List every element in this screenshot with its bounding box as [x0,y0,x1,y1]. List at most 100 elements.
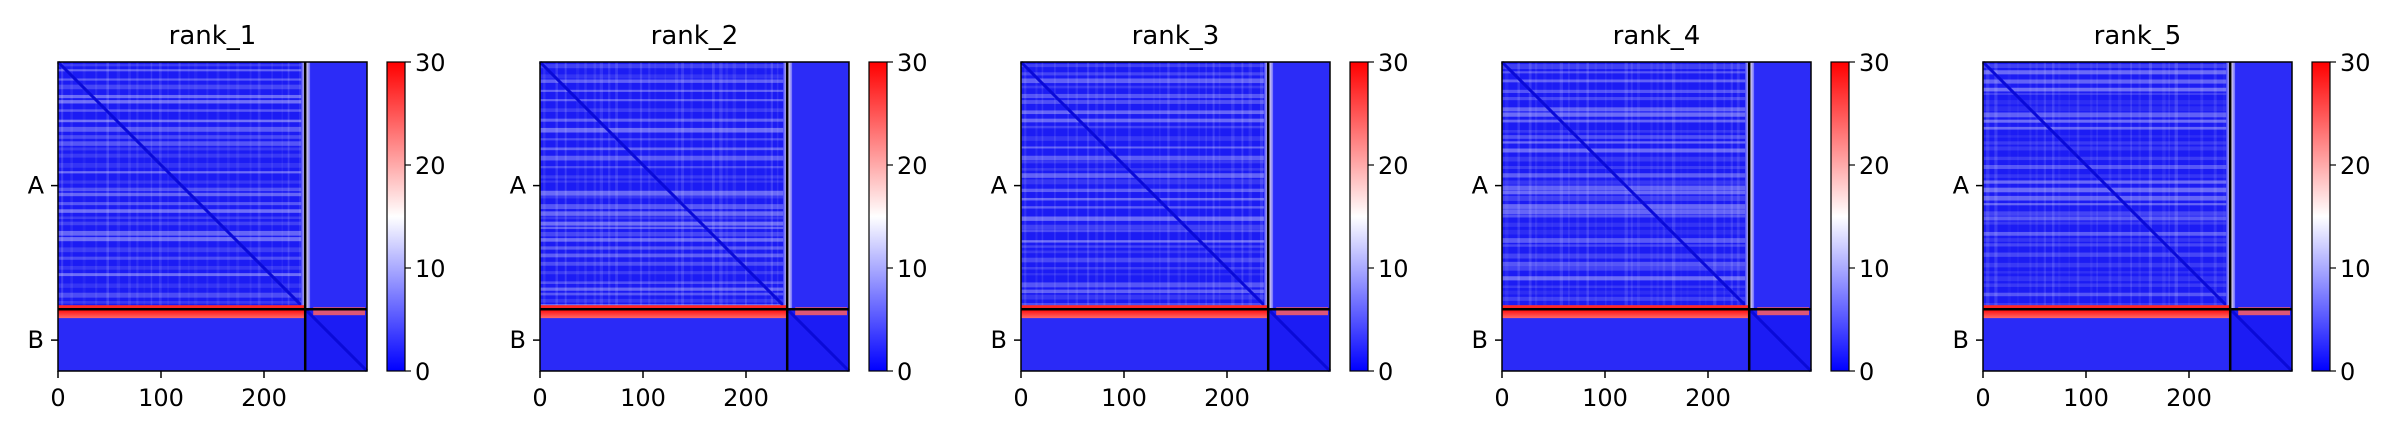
heatmap-row-band [540,287,788,291]
heatmap-col-band [1024,62,1027,310]
heatmap-row-band [1502,209,1750,214]
heatmap-row-band [1502,79,1750,83]
heatmap-col-band [249,62,252,310]
heatmap-high-error-row [540,305,788,319]
heatmap-row-band [540,89,788,92]
heatmap-col-band [1671,62,1676,310]
heatmap-row-band [58,126,306,132]
heatmap-row-band [1983,216,2231,221]
heatmap-col-band [674,62,679,310]
colorbar [387,62,405,371]
heatmap-high-error-row [1021,305,1269,319]
heatmap-row-band [58,221,306,226]
heatmap-row-band [58,78,306,81]
heatmap-row-band [1021,155,1269,161]
heatmap-row-band [58,147,306,151]
heatmap-row-band [58,64,306,67]
heatmap-col-band [1218,62,1221,310]
heatmap-col-band [206,62,209,310]
heatmap-panel-2: rank_2 0 100 200 A B 0 10 20 30 [510,21,928,412]
heatmap-row-band [1502,166,1750,169]
heatmap-col-band [299,62,302,310]
heatmap-ab-block [310,62,367,310]
heatmap-col-band [1650,62,1653,310]
x-tick-label: 100 [1101,384,1147,412]
heatmap-col-band [1231,62,1235,310]
colorbar-tick-label: 10 [415,255,446,283]
heatmap-col-band [2222,62,2226,310]
heatmap-row-band [540,195,788,199]
heatmap-col-band [607,62,611,310]
heatmap-col-band [287,62,290,310]
x-tick-label: 0 [1494,384,1509,412]
heatmap-col-band [639,62,643,310]
heatmap-col-band [1205,62,1207,310]
heatmap-row-band [540,74,788,79]
heatmap-row-band [1502,214,1750,218]
heatmap-col-band [187,62,190,310]
heatmap-col-band [271,62,274,310]
heatmap-row-band [540,292,788,296]
heatmap-col-band [1656,62,1660,310]
heatmap-col-band [1680,62,1683,310]
heatmap-col-band [1605,62,1607,310]
colorbar-tick-label: 20 [415,152,446,180]
heatmap-col-band [1103,62,1106,310]
heatmap-diagonal-b [1748,308,1813,373]
heatmap-row-band [58,84,306,90]
heatmap-row-band [58,162,306,168]
heatmap-row-band [540,261,788,266]
heatmap-col-band [648,62,651,310]
colorbar [1350,62,1368,371]
heatmap-col-band [1184,62,1188,310]
x-tick-label: 0 [532,384,547,412]
heatmap-panel-1: rank_1 0 100 200 A B 0 10 20 30 [28,21,446,412]
heatmap-row-band [1021,160,1269,164]
heatmap-col-band [1259,62,1264,310]
heatmap-row-band [1502,129,1750,133]
heatmap-col-band [150,62,153,310]
heatmap-row-band [58,292,306,298]
heatmap-row-band [540,155,788,161]
heatmap-col-band [226,62,230,310]
panel-title: rank_5 [2094,21,2182,51]
heatmap-row-band [1983,221,2231,225]
heatmap-col-band [143,62,146,310]
heatmap-frame [1020,61,1331,372]
heatmap-col-band [2068,62,2070,310]
heatmap-row-band [540,64,788,69]
heatmap-col-band [712,62,715,310]
x-tick-label: 200 [241,384,287,412]
heatmap-col-band [576,62,580,310]
heatmap-col-band [2035,62,2038,310]
heatmap-col-band [1736,62,1740,310]
heatmap-col-band [1095,62,1099,310]
heatmap-col-band [1698,62,1701,310]
heatmap-frame [1982,61,2293,372]
heatmap-row-band [1502,64,1750,70]
heatmap-row-band [1983,126,2231,130]
heatmap-col-band [1576,62,1580,310]
colorbar [869,62,887,371]
heatmap-row-band [1502,141,1750,144]
heatmap-col-band [1686,62,1689,310]
heatmap-row-band [1983,112,2231,118]
heatmap-row-band [1502,238,1750,243]
heatmap-col-band [1704,62,1707,310]
heatmap-row-band [1983,141,2231,145]
colorbar-tick-label: 30 [1378,49,1409,77]
x-tick-label: 200 [723,384,769,412]
heatmap-col-band [764,62,767,310]
heatmap-row-band [1983,262,2231,268]
heatmap-col-band [128,62,131,310]
heatmap-row-band [1021,273,1269,276]
heatmap-row-band [1983,79,2231,84]
heatmap-col-band [2168,62,2170,310]
heatmap-row-band [1021,224,1269,230]
heatmap-ab-patch [1276,307,1328,316]
heatmap-col-band [1586,62,1589,310]
heatmap-row-band [540,175,788,179]
heatmap-col-band [744,62,747,310]
heatmap-col-band [654,62,657,310]
heatmap-row-band [1983,64,2231,68]
